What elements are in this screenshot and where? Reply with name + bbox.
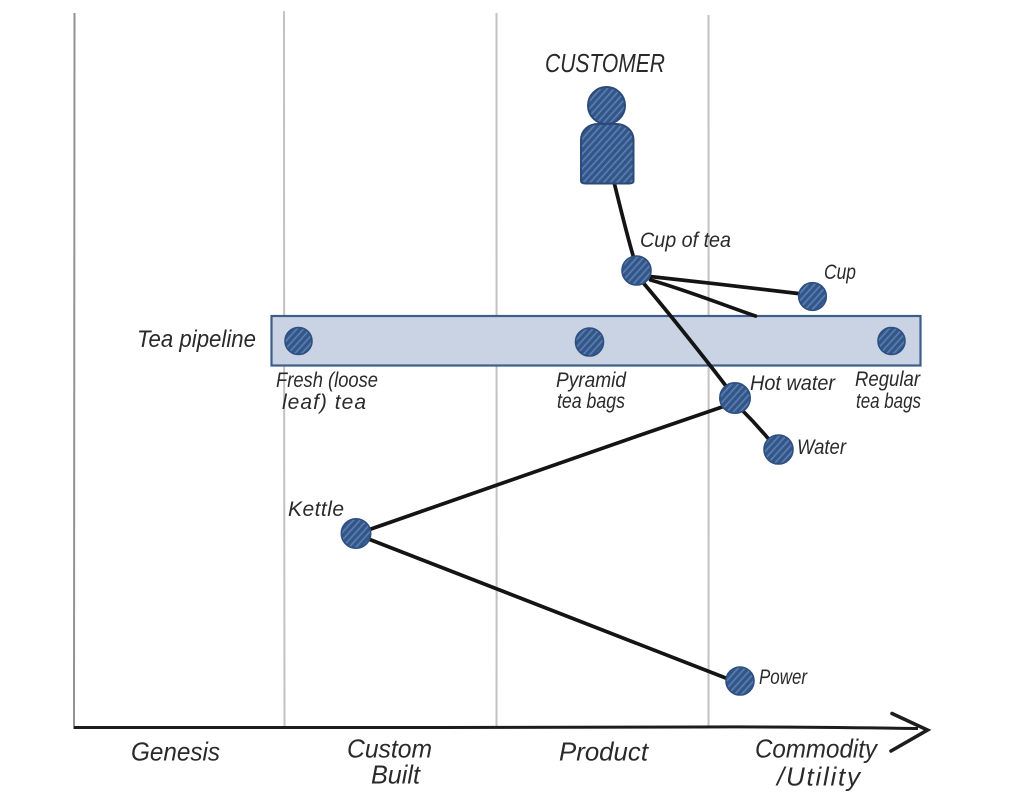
svg-text:Pyramid: Pyramid (556, 369, 627, 392)
svg-text:Kettle: Kettle (288, 498, 344, 521)
svg-text:Product: Product (559, 737, 650, 767)
svg-text:Hot water: Hot water (750, 372, 836, 395)
svg-text:Water: Water (797, 436, 847, 459)
svg-text:Power: Power (759, 666, 808, 689)
svg-text:Regular: Regular (855, 368, 921, 391)
svg-text:tea bags: tea bags (856, 390, 921, 413)
svg-text:Cup of tea: Cup of tea (640, 229, 731, 252)
svg-text:Built: Built (371, 760, 422, 790)
svg-text:Custom: Custom (347, 734, 432, 764)
svg-text:leaf) tea: leaf) tea (282, 391, 366, 414)
svg-text:tea bags: tea bags (557, 390, 625, 413)
svg-text:Fresh (loose: Fresh (loose (276, 369, 378, 392)
svg-text:CUSTOMER: CUSTOMER (545, 48, 665, 78)
svg-text:Tea pipeline: Tea pipeline (137, 326, 256, 353)
svg-text:Commodity: Commodity (755, 734, 879, 764)
svg-text:/Utility: /Utility (775, 762, 862, 792)
svg-text:Cup: Cup (824, 261, 856, 284)
svg-text:Genesis: Genesis (131, 737, 220, 767)
